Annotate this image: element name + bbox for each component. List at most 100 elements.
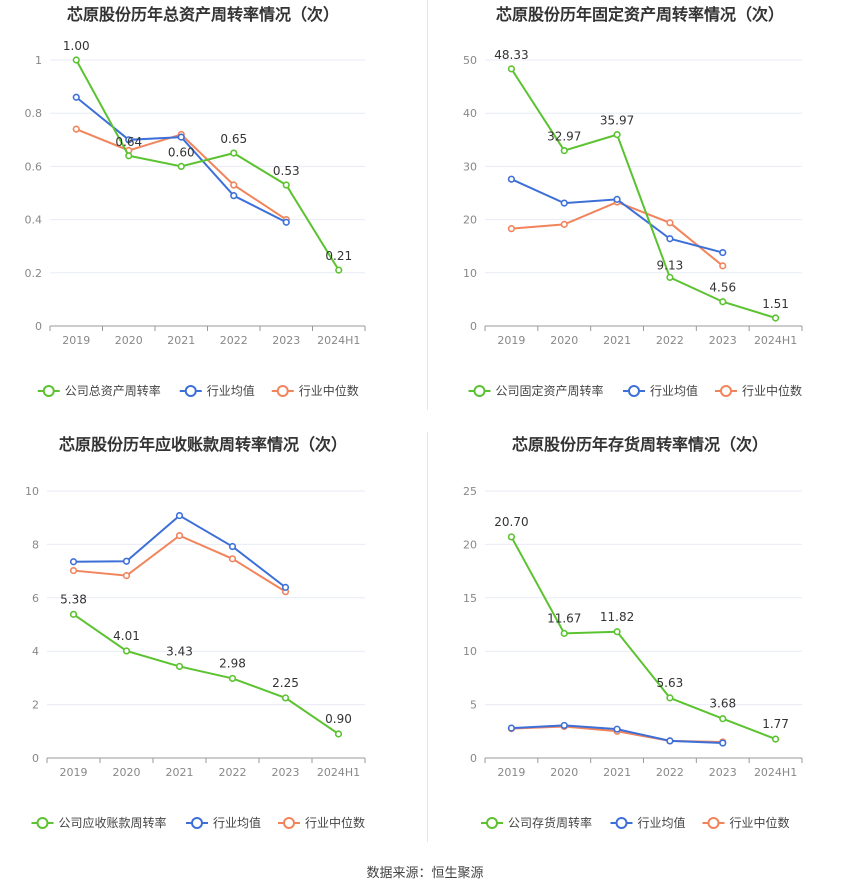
data-point-company — [177, 162, 185, 170]
series-line-company — [75, 59, 340, 271]
data-point-company — [666, 694, 674, 702]
data-point-industry_avg — [507, 175, 516, 183]
data-point-company — [334, 730, 343, 738]
legend-label: 行业中位数 — [730, 815, 790, 830]
legend-item-company[interactable]: 公司固定资产周转率 — [468, 383, 604, 398]
x-tick-label: 2019 — [497, 334, 525, 347]
data-point-industry_avg — [719, 248, 727, 257]
x-tick-label: 2020 — [550, 334, 578, 347]
legend-marker — [36, 817, 49, 829]
data-label: 20.70 — [494, 515, 528, 529]
y-tick-label: 8 — [32, 538, 39, 551]
data-label: 3.68 — [709, 697, 736, 711]
data-label: 48.33 — [494, 48, 528, 62]
data-point-industry_avg — [177, 133, 185, 141]
chart-panel-3: 芯原股份历年应收账款周转率情况（次） 0 2 4 6 8 10 2019 2020 2021 202… — [25, 435, 366, 830]
legend-item-company[interactable]: 公司总资产周转率 — [37, 383, 161, 398]
y-tick-label: 0.2 — [25, 267, 43, 280]
data-point-company — [228, 674, 237, 683]
data-point-industry_median — [228, 555, 237, 563]
data-point-industry_median — [666, 219, 674, 227]
data-point-industry_avg — [228, 542, 237, 551]
data-label: 1.00 — [63, 39, 90, 53]
y-tick-label: 0.4 — [25, 214, 43, 227]
data-point-industry_avg — [69, 558, 78, 566]
chart-title: 芯原股份历年存货周转率情况（次） — [512, 435, 768, 454]
data-point-industry_avg — [282, 218, 290, 226]
data-label: 4.56 — [709, 281, 736, 295]
chart-panel-2: 芯原股份历年固定资产周转率情况（次） 0 10 20 30 40 50 2019 2020 202… — [463, 5, 803, 398]
y-tick-label: 2 — [32, 699, 39, 712]
data-point-company — [507, 533, 516, 541]
data-point-company — [560, 146, 568, 155]
x-tick-label: 2024H1 — [754, 334, 797, 347]
legend-item-industry_median[interactable]: 行业中位数 — [702, 815, 790, 830]
legend-marker — [184, 385, 197, 397]
y-tick-label: 10 — [25, 485, 39, 498]
legend-label: 行业均值 — [650, 383, 698, 398]
data-point-company — [771, 735, 780, 743]
vertical-divider — [427, 432, 428, 842]
legend-item-company[interactable]: 公司存货周转率 — [481, 815, 592, 830]
data-point-industry_median — [69, 566, 78, 575]
data-point-industry_avg — [560, 721, 568, 730]
y-tick-label: 0.8 — [25, 107, 43, 120]
x-tick-label: 2019 — [62, 334, 90, 347]
y-tick-label: 20 — [463, 214, 477, 227]
series-line-company — [510, 536, 776, 741]
x-tick-label: 2020 — [113, 766, 141, 779]
data-point-company — [122, 647, 131, 655]
legend-marker — [276, 385, 289, 397]
legend-marker — [473, 385, 486, 397]
data-point-industry_avg — [613, 725, 621, 733]
chart-title: 芯原股份历年总资产周转率情况（次） — [67, 5, 339, 24]
chart-panel-4: 芯原股份历年存货周转率情况（次） 0 5 10 15 20 25 2019 2020 2021 20… — [463, 435, 803, 830]
y-tick-label: 25 — [463, 485, 477, 498]
data-label: 0.90 — [325, 712, 352, 726]
legend-item-industry_avg[interactable]: 行业均值 — [610, 815, 686, 830]
y-tick-label: 10 — [463, 645, 477, 658]
y-tick-label: 5 — [470, 699, 477, 712]
y-tick-label: 0 — [32, 752, 39, 765]
data-point-industry_median — [175, 531, 184, 540]
data-point-industry_median — [560, 220, 568, 228]
data-point-industry_median — [507, 225, 516, 233]
legend-label: 行业中位数 — [299, 383, 359, 398]
data-point-industry_median — [230, 181, 238, 189]
legend-item-industry_avg[interactable]: 行业均值 — [186, 815, 261, 830]
data-point-company — [335, 266, 343, 274]
data-label: 3.43 — [166, 644, 193, 658]
x-tick-label: 2021 — [603, 334, 631, 347]
data-label: 1.77 — [762, 717, 789, 731]
data-point-industry_avg — [613, 195, 621, 203]
chart-title: 芯原股份历年应收账款周转率情况（次） — [59, 435, 347, 454]
data-label: 11.67 — [547, 611, 581, 625]
legend-item-industry_median[interactable]: 行业中位数 — [271, 383, 359, 398]
legend-item-industry_avg[interactable]: 行业均值 — [179, 383, 255, 398]
data-point-industry_avg — [560, 199, 568, 207]
y-tick-label: 0 — [470, 320, 477, 333]
legend-item-company[interactable]: 公司应收账款周转率 — [31, 815, 167, 830]
legend-item-industry_avg[interactable]: 行业均值 — [623, 383, 698, 398]
legend-label: 行业中位数 — [305, 815, 365, 830]
series-line-company — [510, 68, 776, 319]
x-tick-label: 2023 — [709, 766, 737, 779]
legend-item-industry_median[interactable]: 行业中位数 — [278, 815, 365, 830]
data-point-company — [771, 314, 780, 322]
legend-item-industry_median[interactable]: 行业中位数 — [715, 383, 802, 398]
legend-marker — [191, 817, 203, 829]
series-line-industry_median — [511, 200, 724, 267]
data-label: 5.63 — [657, 676, 684, 690]
x-tick-label: 2024H1 — [317, 334, 360, 347]
y-tick-label: 30 — [463, 160, 477, 173]
data-point-company — [613, 628, 621, 636]
data-label: 0.60 — [168, 145, 195, 159]
legend-marker — [486, 817, 498, 829]
x-tick-label: 2023 — [709, 334, 737, 347]
data-label: 0.53 — [273, 164, 300, 178]
legend-marker — [615, 817, 628, 829]
x-tick-label: 2021 — [603, 766, 631, 779]
data-label: 0.64 — [115, 135, 142, 149]
x-tick-label: 2022 — [656, 334, 684, 347]
data-point-company — [560, 629, 568, 637]
